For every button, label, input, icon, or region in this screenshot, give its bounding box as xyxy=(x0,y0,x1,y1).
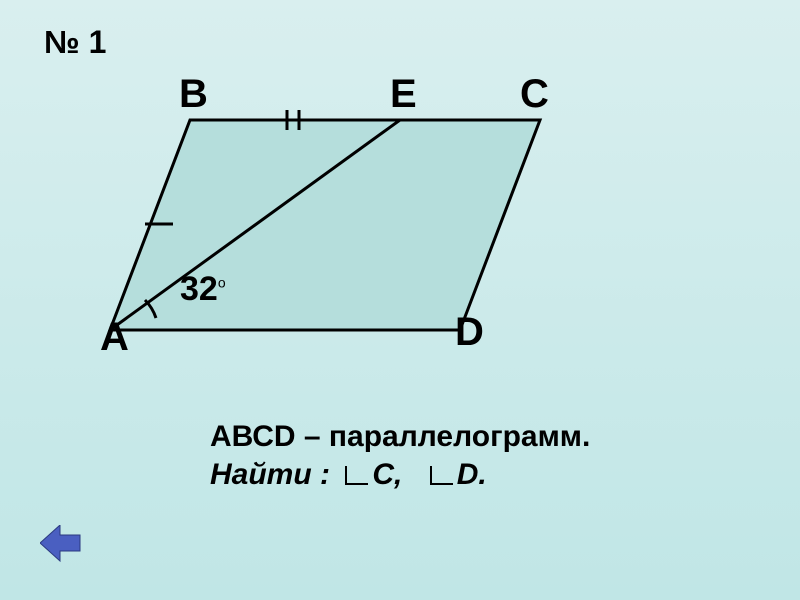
find-line: Найти : С, D. xyxy=(210,458,590,492)
angle-value: 32о xyxy=(180,270,226,309)
parallelogram-diagram: A B C D E 32о xyxy=(70,60,590,375)
given-D: D xyxy=(274,420,296,453)
label-D: D xyxy=(455,310,484,355)
label-B: B xyxy=(179,72,208,117)
back-arrow-icon xyxy=(40,525,84,565)
angle-icon xyxy=(429,460,455,482)
find-label: Найти : xyxy=(210,458,330,491)
given-suffix: – параллелограмм. xyxy=(296,420,591,453)
find-D: D. xyxy=(457,458,487,491)
label-A: A xyxy=(100,315,129,360)
find-C: С, xyxy=(372,458,402,491)
label-C: C xyxy=(520,72,549,117)
back-arrow-button[interactable] xyxy=(40,525,84,570)
angle-degree-mark: о xyxy=(218,275,226,291)
given-line: АВСD – параллелограмм. xyxy=(210,420,590,454)
angle-number: 32 xyxy=(180,270,218,308)
label-E: E xyxy=(390,72,417,117)
angle-icon xyxy=(344,460,370,482)
given-prefix: АВС xyxy=(210,420,274,453)
problem-number: № 1 xyxy=(44,24,106,61)
diagram-svg xyxy=(70,60,590,370)
parallelogram-shape xyxy=(110,120,540,330)
problem-text: АВСD – параллелограмм. Найти : С, D. xyxy=(210,420,590,492)
